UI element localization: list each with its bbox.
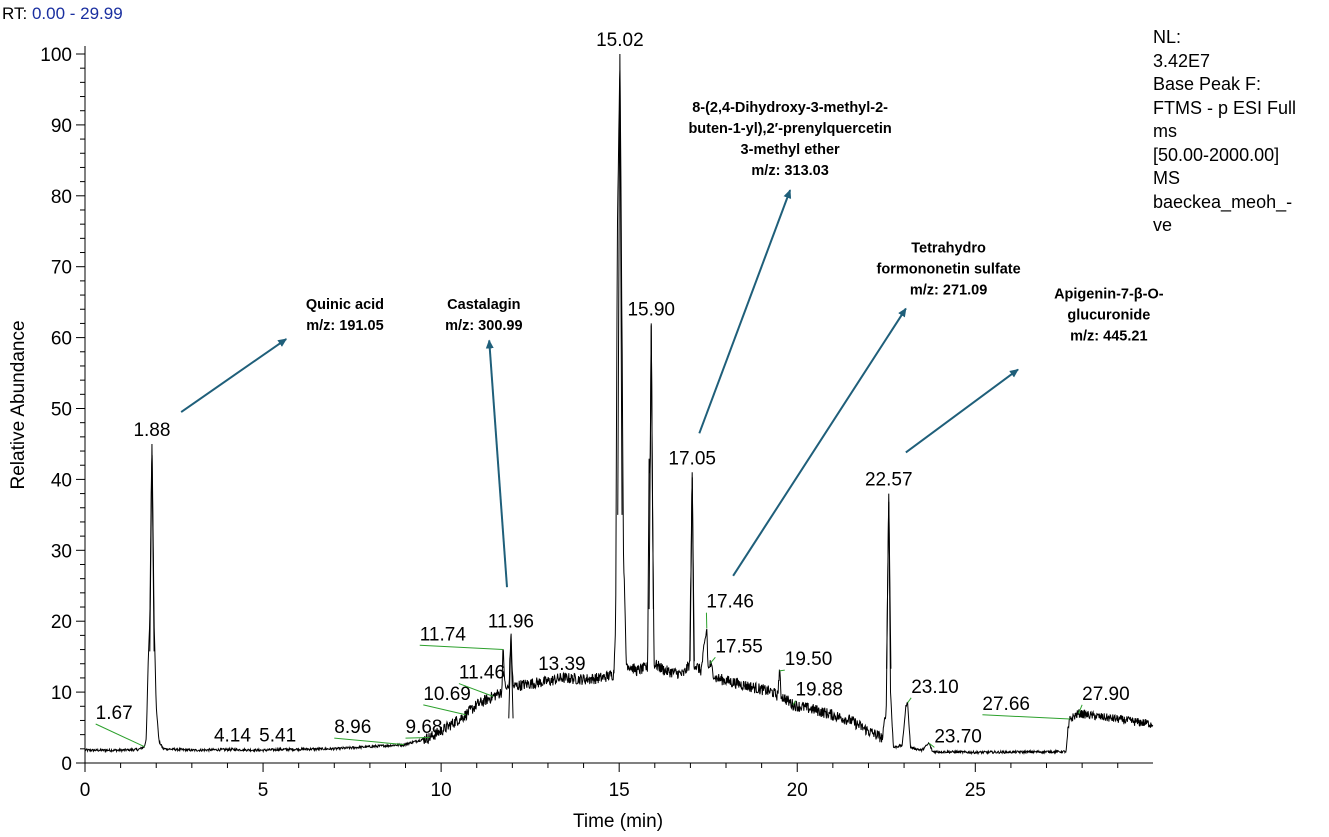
- peak-label-offset: 19.88: [795, 680, 843, 701]
- peak-label: 15.02: [596, 30, 644, 51]
- rt-label: RT:: [2, 4, 28, 23]
- trace-group: [84, 53, 1154, 756]
- y-axis-title: Relative Abundance: [8, 320, 29, 489]
- leader-line: [982, 714, 1071, 720]
- rt-range-value: 0.00 - 29.99: [31, 4, 123, 23]
- leader-line: [928, 742, 935, 748]
- y-tick-label: 20: [51, 612, 72, 633]
- annotation-text: m/z: 445.21: [1070, 329, 1147, 345]
- rt-range-header: RT: 0.00 - 29.99: [2, 4, 123, 24]
- leader-line: [405, 736, 430, 739]
- x-tick-label: 25: [965, 780, 986, 801]
- leader-line: [423, 704, 466, 716]
- x-axis-title: Time (min): [573, 811, 663, 832]
- leader-line: [792, 700, 796, 706]
- leader-line: [419, 644, 504, 651]
- annotation-text: 8-(2,4-Dihydroxy-3-methyl-2-: [692, 100, 888, 116]
- y-tick-label: 40: [51, 470, 72, 491]
- y-tick-label: 60: [51, 329, 72, 350]
- peak-apex: [886, 493, 892, 669]
- scan-info-panel: NL: 3.42E7 Base Peak F: FTMS - p ESI Full ms…: [1153, 26, 1329, 238]
- y-tick-label: 50: [51, 400, 72, 421]
- peak-label-offset: 11.74: [420, 624, 467, 645]
- scan-info-line: Base Peak F:: [1153, 74, 1262, 94]
- peak-label-offset: 1.67: [96, 703, 133, 724]
- leader-line: [779, 669, 785, 672]
- peak-label-offset: 17.46: [706, 592, 754, 613]
- peak-label-offset: 8.96: [334, 717, 371, 738]
- y-tick-label: 70: [51, 258, 72, 279]
- peak-label-offset: 23.10: [911, 677, 959, 698]
- scan-info-line: NL:: [1153, 27, 1182, 47]
- annotation-arrow: [698, 189, 792, 434]
- peak-label-offset: 11.46: [459, 663, 505, 684]
- leader-line: [95, 723, 145, 748]
- annotation-arrow: [905, 368, 1019, 454]
- peak-label: 1.88: [133, 420, 170, 441]
- peak-label-offset: 23.70: [934, 726, 982, 747]
- y-tick-label: 90: [51, 116, 72, 137]
- leader-line: [334, 737, 405, 746]
- peak-apex: [149, 443, 155, 652]
- peak-label-offset: 19.50: [785, 649, 833, 670]
- annotation-arrow: [485, 339, 508, 588]
- scan-info-line: ms: [1153, 121, 1177, 141]
- annotation-text: buten-1-yl),2′-prenylquercetin: [688, 121, 891, 137]
- axes-group: 0 10 20 30 40 50 60 70 80 90 100 0 5 10 15 20 25 Time (mi…: [8, 45, 1153, 832]
- annotation-text: formononetin sulfate: [876, 262, 1020, 278]
- x-tick-label: 15: [609, 780, 630, 801]
- annotation-text: Castalagin: [447, 297, 520, 313]
- scan-info-line: [50.00-2000.00]: [1153, 144, 1280, 165]
- scan-info-line: baeckea_meoh_-: [1153, 191, 1293, 212]
- leader-line: [907, 697, 912, 704]
- x-tick-label: 5: [258, 780, 269, 801]
- scan-info-line: ve: [1153, 215, 1173, 235]
- peak-label-offset: 10.69: [423, 684, 471, 705]
- peak-label-offset: 17.55: [715, 636, 763, 657]
- scan-info-line: MS: [1153, 168, 1180, 188]
- peak-label: 5.41: [259, 726, 296, 747]
- annotation-text: m/z: 271.09: [910, 283, 987, 299]
- annotation-text: Quinic acid: [306, 297, 384, 313]
- annotation-text: m/z: 313.03: [751, 163, 828, 179]
- x-tick-label: 20: [787, 780, 808, 801]
- y-tick-label: 0: [61, 754, 72, 775]
- peak-apex: [648, 323, 654, 610]
- annotation-arrow: [180, 338, 288, 413]
- x-tick-label: 0: [80, 780, 91, 801]
- annotations-group: Quinic acid m/z: 191.05 Castalagin m/z: 300…: [180, 100, 1164, 588]
- leader-line: [1078, 704, 1083, 714]
- leader-line: [709, 657, 716, 665]
- annotation-text: Tetrahydro: [911, 241, 986, 257]
- peak-labels-group: 1.88 15.02 15.90 17.05 22.57 11.96 13.39 4.14 5.…: [95, 30, 1130, 748]
- peak-label-offset: 27.90: [1082, 684, 1130, 705]
- scan-info-line: FTMS - p ESI Full: [1153, 97, 1297, 118]
- peak-label-offset: 27.66: [982, 694, 1030, 715]
- peak-label: 13.39: [538, 654, 586, 675]
- peak-label-offset: 9.68: [406, 717, 443, 738]
- x-tick-label: 10: [431, 780, 452, 801]
- leader-line: [458, 683, 494, 697]
- annotation-text: glucuronide: [1067, 308, 1150, 324]
- annotation-text: Apigenin-7-β-O-: [1054, 287, 1164, 303]
- annotation-text: 3-methyl ether: [741, 142, 840, 158]
- peak-apex: [689, 472, 695, 662]
- y-tick-label: 10: [51, 683, 72, 704]
- peak-label: 15.90: [627, 299, 675, 320]
- y-tick-label: 30: [51, 541, 72, 562]
- peak-label: 17.05: [668, 448, 716, 469]
- annotation-arrow: [732, 307, 907, 577]
- scan-info-line: 3.42E7: [1153, 50, 1211, 71]
- chromatogram-trace: [84, 70, 1154, 756]
- peak-label: 22.57: [865, 470, 913, 491]
- peak-apex: [617, 53, 623, 515]
- annotation-text: m/z: 191.05: [306, 318, 383, 334]
- y-tick-label: 80: [51, 187, 72, 208]
- peak-label: 4.14: [214, 726, 251, 747]
- peak-apex: [508, 635, 514, 719]
- y-tick-label: 100: [40, 45, 72, 66]
- annotation-text: m/z: 300.99: [445, 318, 522, 334]
- peak-label: 11.96: [488, 611, 534, 632]
